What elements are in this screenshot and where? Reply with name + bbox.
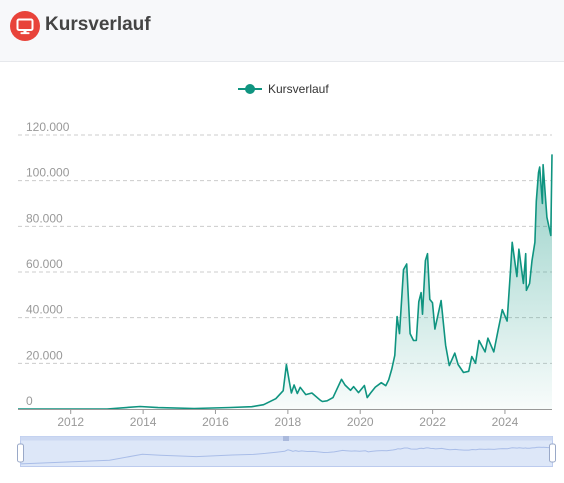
y-tick-label: 60.000 xyxy=(26,257,63,271)
y-tick-label: 120.000 xyxy=(26,120,70,134)
slider-track[interactable] xyxy=(20,436,553,467)
y-tick-label: 80.000 xyxy=(26,211,63,225)
page-header: Kursverlauf xyxy=(0,0,564,62)
y-tick-label: 40.000 xyxy=(26,303,63,317)
x-tick-label: 2018 xyxy=(275,415,302,429)
y-tick-label: 0 xyxy=(26,394,33,408)
x-tick-label: 2012 xyxy=(57,415,84,429)
slider-left-handle[interactable] xyxy=(17,443,24,463)
area-layer xyxy=(18,154,553,410)
slider-right-handle[interactable] xyxy=(549,443,556,463)
legend-marker xyxy=(245,84,255,94)
price-chart: Kursverlauf 0 20.000 40.000 60.000 80.000 100… xyxy=(17,82,556,467)
x-axis: 2012 2014 2016 2018 2020 2022 2024 xyxy=(18,409,552,429)
series-line xyxy=(18,154,553,410)
grid: 0 20.000 40.000 60.000 80.000 100.000 120.000 xyxy=(18,120,552,408)
data-zoom-slider[interactable] xyxy=(17,436,556,467)
slider-preview-line xyxy=(20,446,553,465)
x-tick-label: 2020 xyxy=(347,415,374,429)
x-tick-label: 2022 xyxy=(419,415,446,429)
legend-label: Kursverlauf xyxy=(268,82,329,96)
header-icon xyxy=(10,11,40,41)
monitor-icon xyxy=(16,18,34,35)
page-title: Kursverlauf xyxy=(45,14,151,35)
series-area xyxy=(18,154,552,409)
x-tick-label: 2024 xyxy=(492,415,519,429)
x-tick-label: 2014 xyxy=(130,415,157,429)
y-tick-label: 20.000 xyxy=(26,348,63,362)
x-tick-label: 2016 xyxy=(202,415,229,429)
slider-move-handle[interactable] xyxy=(283,436,289,441)
y-tick-label: 100.000 xyxy=(26,166,70,180)
chart-legend[interactable]: Kursverlauf xyxy=(238,82,329,96)
